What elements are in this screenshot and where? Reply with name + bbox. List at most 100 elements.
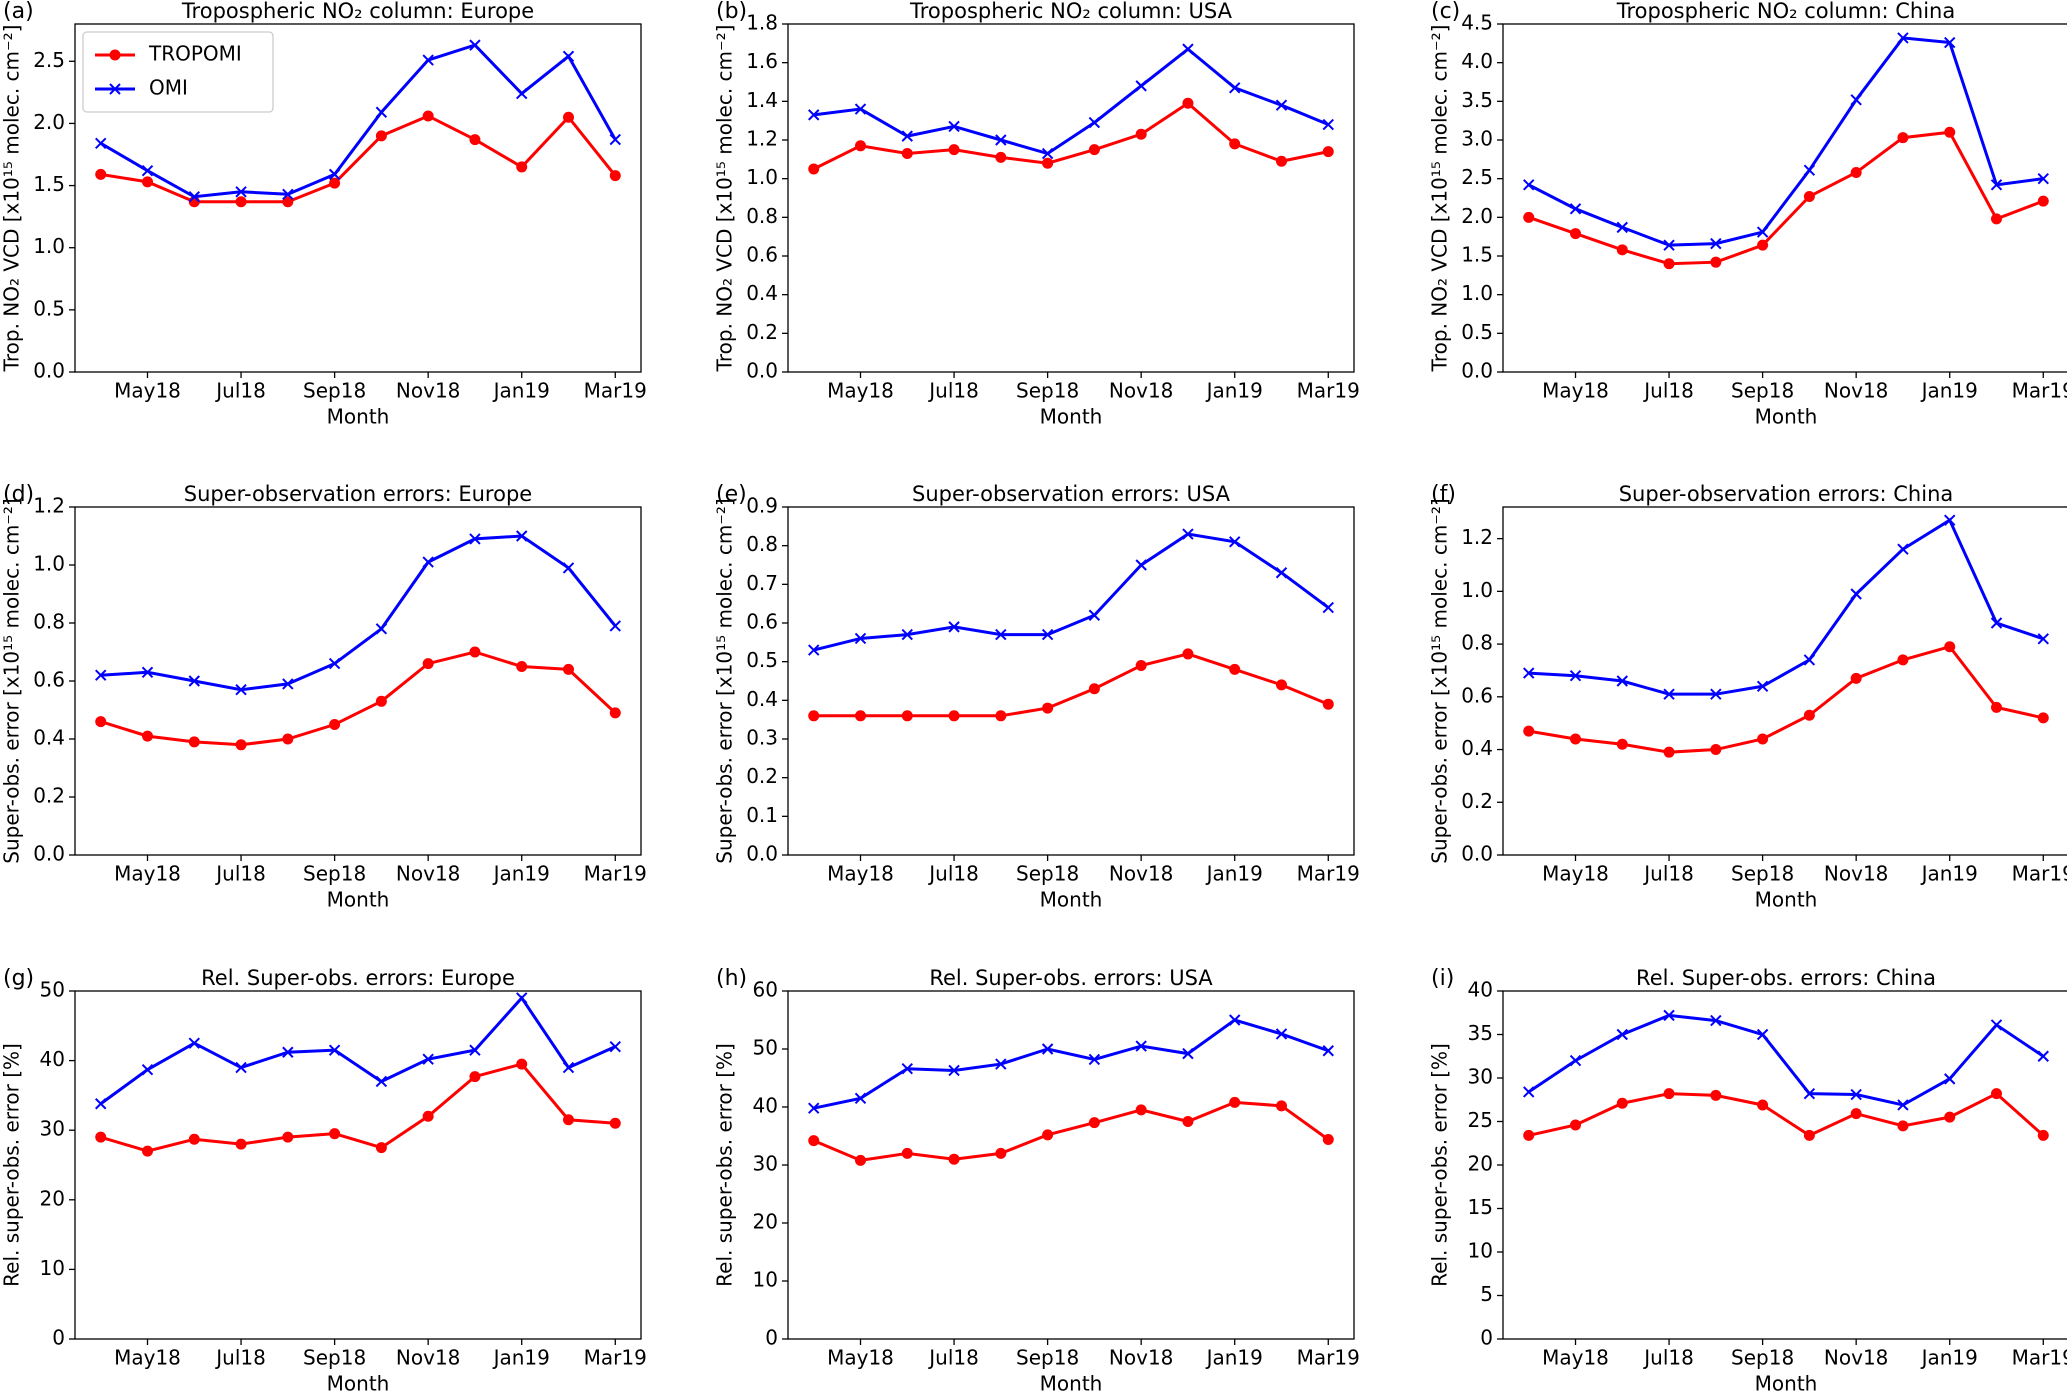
y-tick-label: 1.2 [33, 494, 65, 518]
data-point [1616, 675, 1628, 687]
x-tick-label: Nov18 [1109, 379, 1173, 403]
data-point [235, 683, 247, 696]
data-point [1041, 628, 1054, 641]
x-tick-label: Jan19 [1205, 862, 1263, 886]
y-tick-label: 0.4 [33, 726, 65, 750]
data-point [95, 669, 107, 681]
panel-label: (h) [716, 966, 747, 991]
plot-frame [787, 990, 1355, 1340]
data-point [995, 151, 1007, 163]
data-point [1757, 733, 1769, 745]
data-point [855, 140, 867, 152]
y-axis-label: Trop. NO₂ VCD [x10¹⁵ molec. cm⁻²] [713, 25, 737, 373]
data-point [1850, 1108, 1862, 1120]
data-point [1803, 1087, 1816, 1100]
panel-label: (a) [3, 0, 34, 24]
plot-frame [1502, 990, 2067, 1340]
y-tick-label: 0.6 [746, 610, 778, 634]
data-point [562, 1061, 575, 1074]
data-point [562, 562, 575, 574]
x-tick-label: Jan19 [492, 862, 550, 886]
x-tick-label: May18 [114, 862, 181, 886]
data-point [1229, 1096, 1241, 1108]
data-point [1523, 667, 1535, 679]
panel: (d) Super-observation errors: Europe Super… [0, 482, 647, 912]
x-tick-label: Jul18 [1642, 379, 1694, 403]
y-tick-label: 30 [40, 1117, 65, 1141]
series-line [100, 534, 617, 692]
y-tick-label: 1.0 [1461, 281, 1493, 305]
y-tick-label: 40 [40, 1047, 65, 1071]
data-point [95, 1098, 107, 1110]
data-point [1897, 132, 1909, 144]
data-point [375, 1142, 387, 1154]
data-point [469, 646, 481, 658]
x-tick-label: May18 [114, 379, 181, 403]
y-tick-label: 0.8 [746, 532, 778, 556]
data-point [1663, 258, 1675, 270]
y-tick-label: 1.0 [33, 234, 65, 258]
data-point [1042, 1129, 1054, 1141]
data-point [1850, 672, 1862, 684]
data-point [188, 191, 200, 203]
y-tick-label: 2.5 [1461, 165, 1493, 189]
y-axis-label: Super-obs. error [x10¹⁵ molec. cm⁻²] [1428, 498, 1452, 863]
data-point [1944, 514, 1956, 526]
data-point [562, 1114, 574, 1126]
y-tick-label: 0.2 [1461, 789, 1493, 813]
data-point [995, 134, 1007, 146]
data-point [141, 666, 154, 679]
x-tick-label: Jul18 [214, 379, 266, 403]
data-point [855, 1154, 867, 1166]
panel-label: (c) [1431, 0, 1460, 24]
x-tick-label: Jan19 [492, 379, 550, 403]
x-tick-label: Sep18 [1731, 862, 1794, 886]
data-point [1322, 601, 1334, 614]
data-point [375, 106, 388, 118]
y-axis-label: Rel. super-obs. error [%] [1428, 1043, 1452, 1287]
y-tick-label: 20 [40, 1186, 65, 1210]
data-point [329, 1128, 341, 1140]
data-point [422, 556, 434, 568]
data-point [188, 1037, 200, 1049]
data-point [109, 83, 121, 95]
y-tick-label: 0.2 [746, 764, 778, 788]
data-point [375, 1075, 388, 1088]
data-point [1616, 1097, 1628, 1109]
data-point [1663, 1088, 1675, 1100]
data-point [328, 657, 341, 670]
data-point [1570, 228, 1582, 240]
data-point [1616, 738, 1628, 750]
data-point [948, 120, 960, 133]
x-axis-label: Month [327, 1372, 390, 1395]
x-tick-label: Mar19 [584, 1346, 647, 1370]
x-tick-label: Jul18 [214, 1346, 266, 1370]
data-point [1944, 1111, 1956, 1123]
data-point [1710, 688, 1722, 700]
series-line [99, 43, 617, 199]
data-point [1990, 213, 2002, 225]
data-point [422, 1053, 434, 1065]
data-point [1041, 147, 1054, 160]
data-point [516, 87, 528, 100]
data-point [855, 710, 867, 722]
data-point [1616, 221, 1628, 234]
data-point [808, 1135, 820, 1147]
legend-frame [82, 31, 274, 113]
data-point [95, 716, 107, 728]
data-point [562, 50, 575, 63]
y-tick-label: 5 [1480, 1282, 1493, 1306]
data-point [901, 628, 913, 641]
y-tick-label: 0.5 [746, 648, 778, 672]
panel: (b) Tropospheric NO₂ column: USA Trop. NO₂… [713, 0, 1360, 429]
data-point [1569, 203, 1582, 215]
x-axis-label: Month [1755, 888, 1818, 912]
x-tick-label: Mar19 [1297, 1346, 1360, 1370]
x-tick-label: Sep18 [1016, 862, 1079, 886]
panel-label: (d) [3, 482, 34, 507]
data-point [375, 695, 387, 707]
x-axis-label: Month [1755, 405, 1818, 429]
data-point [1135, 660, 1147, 672]
chart-title: Rel. Super-obs. errors: USA [929, 966, 1213, 990]
